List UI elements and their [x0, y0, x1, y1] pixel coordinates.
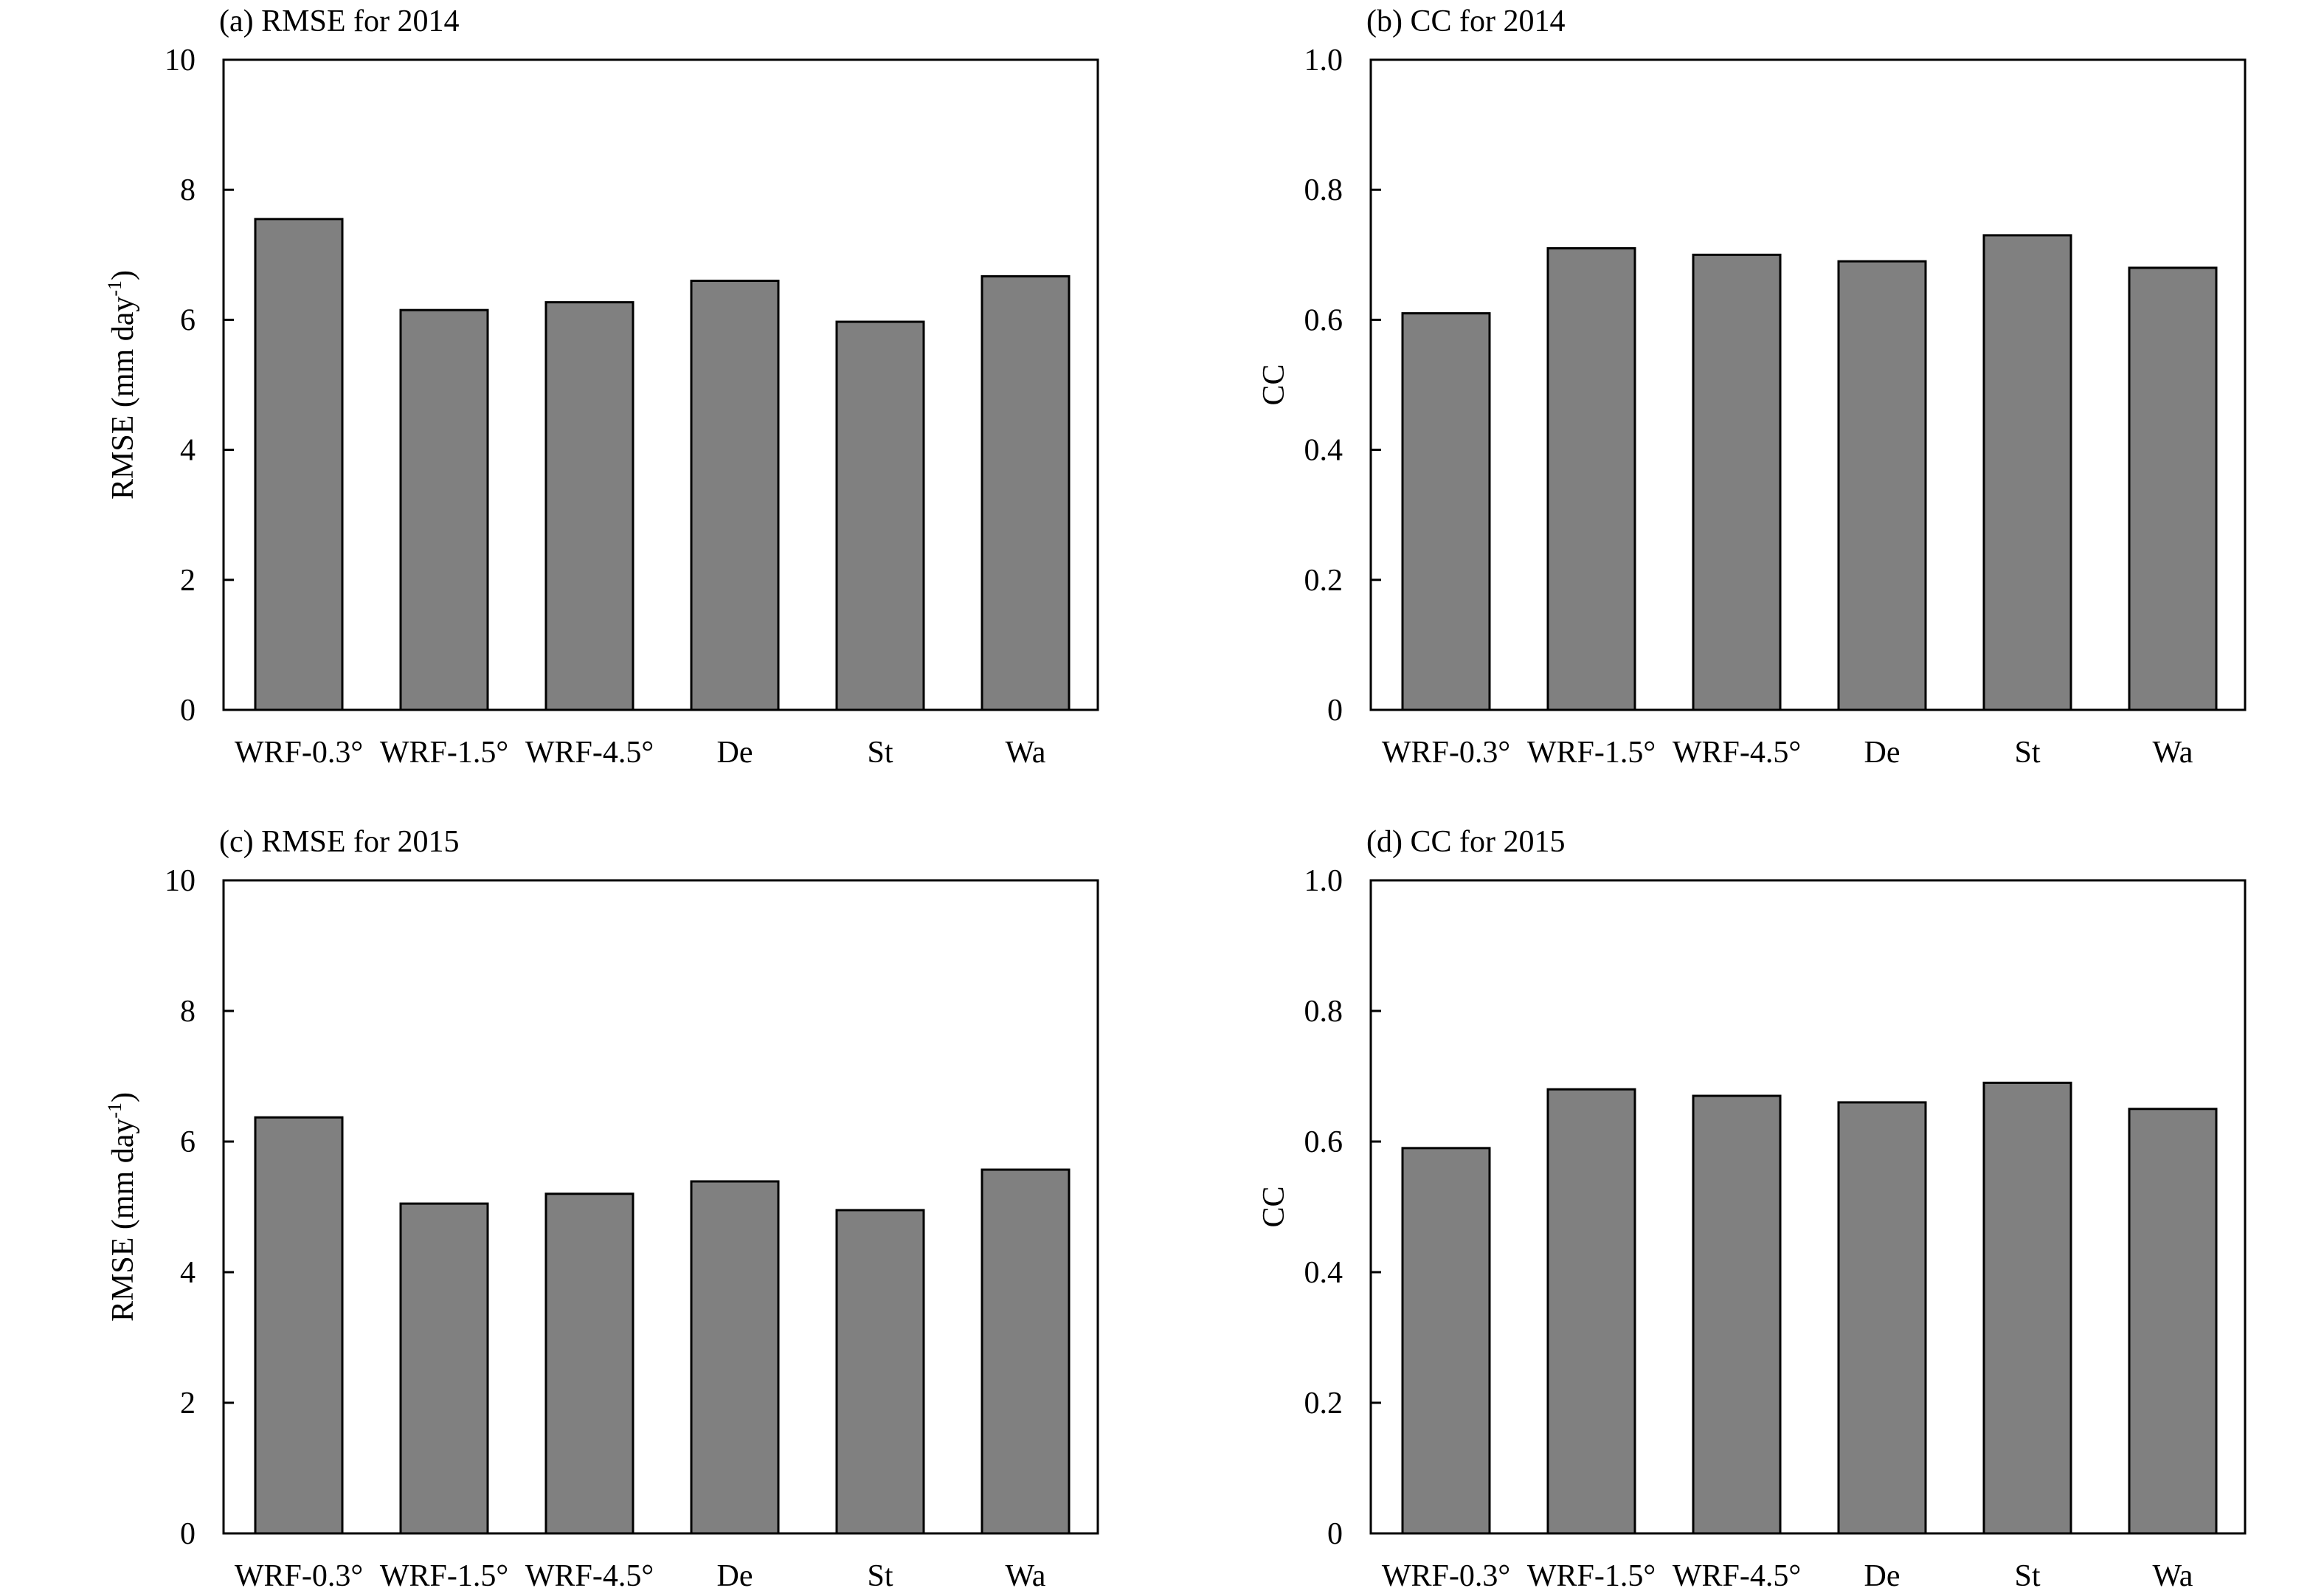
y-tick-label: 0.8: [1304, 995, 1343, 1029]
bar-2: [544, 1192, 634, 1535]
x-tick-label: WRF-0.3°: [235, 736, 363, 770]
y-tick-label: 0: [180, 1517, 196, 1551]
y-axis-label-end: ): [106, 1092, 140, 1102]
y-axis-label-main: CC: [1257, 1186, 1291, 1227]
panel-title: (c) RMSE for 2015: [219, 825, 459, 859]
bar-1: [1546, 246, 1636, 711]
y-tick-label: 0.6: [1304, 303, 1343, 337]
chart-panel-3: 0 0.2 0.4 0.6 0.8 1.0 WRF-0.3° WRF-1.5° WRF-4.5°…: [1257, 825, 2247, 1588]
y-tick-label: 0.4: [1304, 434, 1343, 468]
y-axis-label-main: RMSE (mm day: [106, 297, 140, 500]
y-tick-label: 0.2: [1304, 564, 1343, 598]
bar-3: [690, 1180, 780, 1535]
y-tick-label: 0.2: [1304, 1387, 1343, 1420]
x-tick-label: St: [867, 1559, 893, 1588]
x-tick-label: WRF-0.3°: [1382, 1559, 1510, 1588]
x-tick-label: WRF-4.5°: [525, 736, 654, 770]
y-tick-label: 0: [1327, 694, 1343, 728]
x-tick-label: WRF-0.3°: [1382, 736, 1510, 770]
chart-panel-1: 0 0.2 0.4 0.6 0.8 1.0 WRF-0.3° WRF-1.5° WRF-4.5°…: [1257, 4, 2247, 770]
y-tick-label: 4: [180, 434, 196, 468]
bar-0: [254, 1116, 344, 1535]
bar-5: [981, 1168, 1071, 1535]
x-tick-label: WRF-4.5°: [1673, 736, 1801, 770]
y-tick-label: 0: [180, 694, 196, 728]
x-tick-label: Wa: [1006, 736, 1046, 770]
bar-5: [2128, 266, 2218, 711]
y-tick-label: 8: [180, 173, 196, 207]
panel-title: (d) CC for 2015: [1366, 825, 1565, 859]
plot-frame: [222, 58, 1099, 711]
y-tick-label: 4: [180, 1256, 196, 1290]
bar-2: [1692, 1094, 1782, 1535]
y-tick-label: 1.0: [1304, 864, 1343, 898]
y-axis-label: CC: [1257, 364, 1291, 405]
y-tick-label: 6: [180, 1125, 196, 1159]
x-tick-label: WRF-1.5°: [1527, 1559, 1656, 1588]
x-tick-label: WRF-1.5°: [1527, 736, 1656, 770]
y-axis-label: RMSE (mm day-1): [104, 1092, 140, 1322]
x-tick-label: Wa: [2153, 736, 2193, 770]
bar-4: [835, 1209, 925, 1535]
bar-3: [1837, 1101, 1927, 1535]
x-tick-label: WRF-1.5°: [380, 736, 508, 770]
plot-frame: [222, 879, 1099, 1535]
bar-5: [2128, 1108, 2218, 1535]
bar-3: [1837, 260, 1927, 711]
y-tick-label: 2: [180, 1387, 196, 1420]
x-tick-label: WRF-4.5°: [1673, 1559, 1801, 1588]
bar-1: [1546, 1088, 1636, 1535]
y-tick-label: 0.6: [1304, 1125, 1343, 1159]
y-tick-label: 0: [1327, 1517, 1343, 1551]
x-tick-label: De: [1864, 736, 1901, 770]
x-tick-label: St: [2014, 736, 2040, 770]
y-axis-label: RMSE (mm day-1): [104, 270, 140, 500]
bar-5: [981, 275, 1071, 711]
bar-0: [1401, 1147, 1491, 1535]
y-axis-label-end: ): [106, 270, 140, 280]
y-axis-label: CC: [1257, 1186, 1291, 1227]
bar-1: [399, 308, 489, 711]
bar-4: [835, 320, 925, 711]
y-axis-label-main: CC: [1257, 364, 1291, 405]
plot-frame: [1369, 58, 2247, 711]
bar-3: [690, 280, 780, 711]
y-tick-label: 2: [180, 564, 196, 598]
y-tick-label: 8: [180, 995, 196, 1029]
bar-4: [1982, 1081, 2072, 1535]
y-tick-label: 6: [180, 303, 196, 337]
y-axis-label-sup: -1: [104, 280, 125, 297]
x-tick-label: De: [717, 1559, 753, 1588]
panel-title: (a) RMSE for 2014: [219, 4, 459, 38]
y-axis-label-main: RMSE (mm day: [106, 1119, 140, 1322]
y-tick-label: 0.8: [1304, 173, 1343, 207]
x-tick-label: De: [717, 736, 753, 770]
bar-0: [1401, 312, 1491, 711]
y-tick-label: 1.0: [1304, 44, 1343, 77]
bar-4: [1982, 234, 2072, 711]
x-tick-label: De: [1864, 1559, 1901, 1588]
bar-1: [399, 1202, 489, 1535]
bar-2: [1692, 253, 1782, 711]
panel-title: (b) CC for 2014: [1366, 4, 1565, 38]
chart-panel-0: 0 2 4 6 8 10 WRF-0.3° WRF-1.5° WRF-4.5° De St Wa (a)…: [104, 4, 1099, 770]
bar-0: [254, 218, 344, 711]
x-tick-label: WRF-1.5°: [380, 1559, 508, 1588]
chart-panel-2: 0 2 4 6 8 10 WRF-0.3° WRF-1.5° WRF-4.5° De St Wa (c)…: [104, 825, 1099, 1588]
y-tick-label: 0.4: [1304, 1256, 1343, 1290]
x-tick-label: Wa: [2153, 1559, 2193, 1588]
x-tick-label: St: [867, 736, 893, 770]
x-tick-label: Wa: [1006, 1559, 1046, 1588]
bar-2: [544, 301, 634, 711]
y-tick-label: 10: [165, 864, 196, 898]
x-tick-label: WRF-4.5°: [525, 1559, 654, 1588]
plot-frame: [1369, 879, 2247, 1535]
x-tick-label: St: [2014, 1559, 2040, 1588]
x-tick-label: WRF-0.3°: [235, 1559, 363, 1588]
y-axis-label-sup: -1: [104, 1102, 125, 1119]
y-tick-label: 10: [165, 44, 196, 77]
